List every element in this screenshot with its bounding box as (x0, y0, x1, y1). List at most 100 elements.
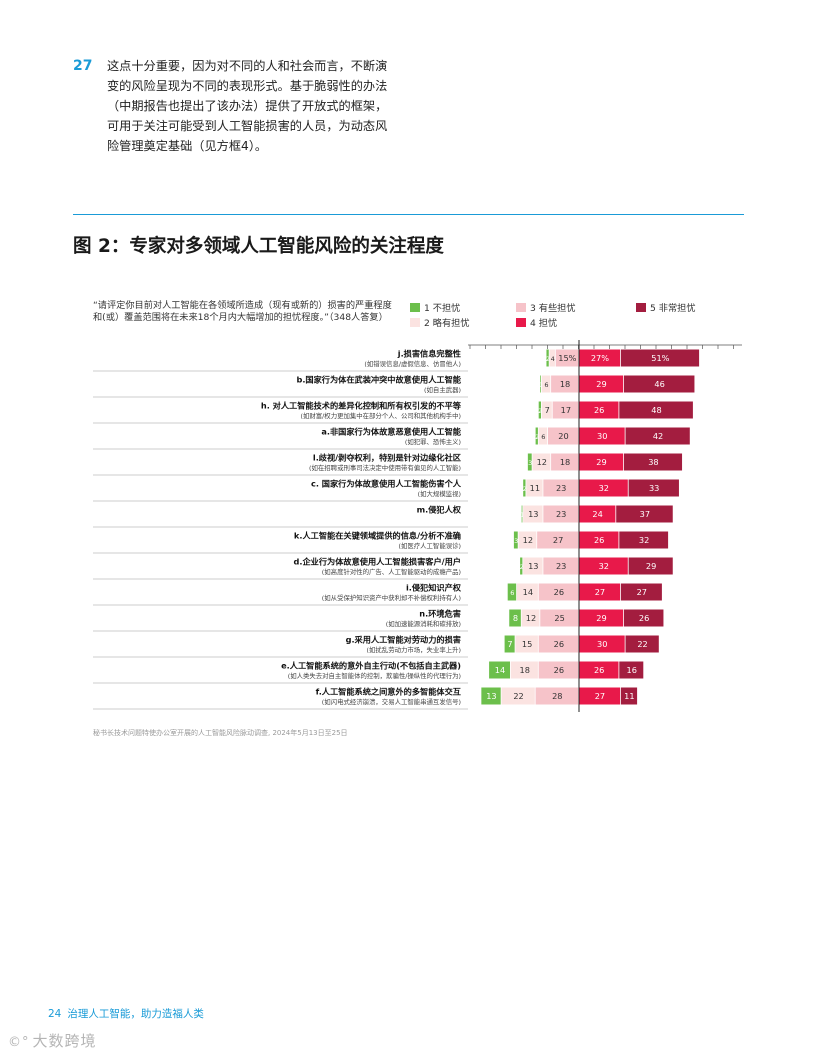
bar-segment (510, 661, 538, 679)
bar-segment (579, 479, 628, 497)
bar-segment (623, 609, 664, 627)
bar-segment (619, 401, 693, 419)
bar-segment (620, 687, 638, 705)
bar-segment (515, 635, 538, 653)
bar-value-label: 3 (528, 459, 532, 467)
bar-segment (623, 375, 695, 393)
watermark: ©° 大数跨境 (8, 1030, 97, 1051)
legend-label-level1: 1 不担忧 (424, 303, 461, 314)
bar-value-label: 24 (592, 509, 602, 519)
row-sublabel: (如大规模监视) (418, 489, 461, 498)
bar-segment (535, 687, 579, 705)
bar-segment (538, 635, 579, 653)
row-label: e.人工智能系统的意外自主行动(不包括自主武器) (281, 661, 461, 671)
bar-value-label: 32 (639, 535, 649, 545)
bar-value-label: 18 (520, 665, 530, 675)
row-label: g.采用人工智能对劳动力的损害 (346, 635, 461, 645)
row-label: a.非国家行为体故意恶意使用人工智能 (321, 427, 461, 437)
bar-value-label: 48 (651, 405, 661, 415)
bar-segment (546, 349, 549, 367)
bar-value-label: 16 (626, 665, 636, 675)
legend-swatch-level2 (410, 317, 420, 327)
bar-value-label: 42 (653, 431, 663, 441)
bar-segment (579, 661, 619, 679)
bar-value-label: 26 (639, 613, 649, 623)
footer-title: 治理人工智能，助力造福人类 (67, 1008, 204, 1020)
bar-segment (538, 401, 541, 419)
row-sublabel: (如在招聘或刑事司法决定中使用带有偏见的人工智能) (309, 463, 461, 472)
bar-value-label: 2 (538, 407, 542, 415)
bar-segment (520, 557, 523, 575)
bar-segment (509, 609, 521, 627)
bar-value-label: 29 (596, 613, 606, 623)
row-sublabel: (如犯罪、恐怖主义) (405, 437, 461, 446)
bar-segment (628, 557, 673, 575)
bar-value-label: 26 (594, 665, 604, 675)
bar-segment (579, 375, 624, 393)
bar-value-label: 15 (522, 639, 532, 649)
watermark-text: 大数跨境 (32, 1032, 97, 1050)
bar-value-label: 27 (637, 587, 647, 597)
bar-value-label: 32 (599, 561, 609, 571)
legend-swatch-level1 (410, 302, 420, 312)
bar-segment (552, 401, 579, 419)
bar-segment (521, 505, 523, 523)
bar-value-label: 11 (624, 691, 634, 701)
bar-value-label: 28 (552, 691, 562, 701)
row-sublabel: (如财富/权力更加集中在部分个人、公司和其他机构手中) (300, 411, 461, 420)
bar-segment (551, 375, 579, 393)
page-footer: 24 治理人工智能，助力造福人类 (48, 1006, 204, 1021)
bar-segment (579, 557, 628, 575)
legend-label-level3: 3 有些担忧 (530, 303, 576, 314)
bar-value-label: 2 (535, 433, 539, 441)
bar-value-label: 27% (591, 353, 609, 363)
bar-value-label: 20 (558, 431, 568, 441)
bar-value-label: 18 (560, 379, 570, 389)
row-label: j.损害信息完整性 (397, 349, 461, 359)
bar-segment (518, 531, 537, 549)
bar-segment (541, 401, 552, 419)
page-number: 24 (48, 1008, 62, 1020)
bar-value-label: 12 (523, 535, 533, 545)
bar-segment (579, 635, 625, 653)
bar-segment (620, 349, 700, 367)
row-label: f.人工智能系统之间意外的多智能体交互 (316, 687, 461, 697)
bar-value-label: 32 (599, 483, 609, 493)
bar-segment (625, 427, 690, 445)
bar-segment (619, 531, 669, 549)
legend-label-level2: 2 略有担忧 (424, 318, 470, 329)
bar-segment (579, 349, 621, 367)
bar-segment (543, 479, 579, 497)
bar-segment (551, 453, 579, 471)
bar-value-label: 26 (554, 587, 564, 597)
bar-value-label: 14 (523, 587, 533, 597)
bar-value-label: 6 (541, 433, 545, 441)
section-divider (73, 214, 744, 215)
bar-segment (513, 531, 518, 549)
bar-segment (541, 375, 551, 393)
bar-segment (579, 531, 619, 549)
bar-value-label: 29 (596, 379, 606, 389)
bar-value-label: 4 (551, 355, 555, 363)
chart-legend: 1 不担忧 2 略有担忧 3 有些担忧 4 担忧 5 非常担忧 (410, 300, 750, 330)
bar-segment (538, 661, 579, 679)
bar-value-label: 17 (561, 405, 571, 415)
bar-segment (628, 479, 679, 497)
bar-value-label: 11 (530, 483, 540, 493)
legend-item-level3: 3 有些担忧 (516, 300, 576, 314)
bar-value-label: 12 (526, 613, 536, 623)
legend-swatch-level3 (516, 302, 526, 312)
row-sublabel: (如从受保护知识资产中获利却不补偿权利持有人) (322, 593, 461, 602)
bar-value-label: 37 (640, 509, 650, 519)
bar-value-label: 29 (646, 561, 656, 571)
bar-value-label: 27 (553, 535, 563, 545)
bar-value-label: 27 (595, 691, 605, 701)
bar-segment (517, 583, 538, 601)
bar-segment (540, 609, 579, 627)
bar-value-label: 30 (597, 431, 607, 441)
bar-value-label: 7 (507, 639, 512, 649)
bar-segment (555, 349, 579, 367)
bar-value-label: 1 (520, 511, 524, 519)
row-label: i.侵犯知识产权 (406, 583, 462, 593)
